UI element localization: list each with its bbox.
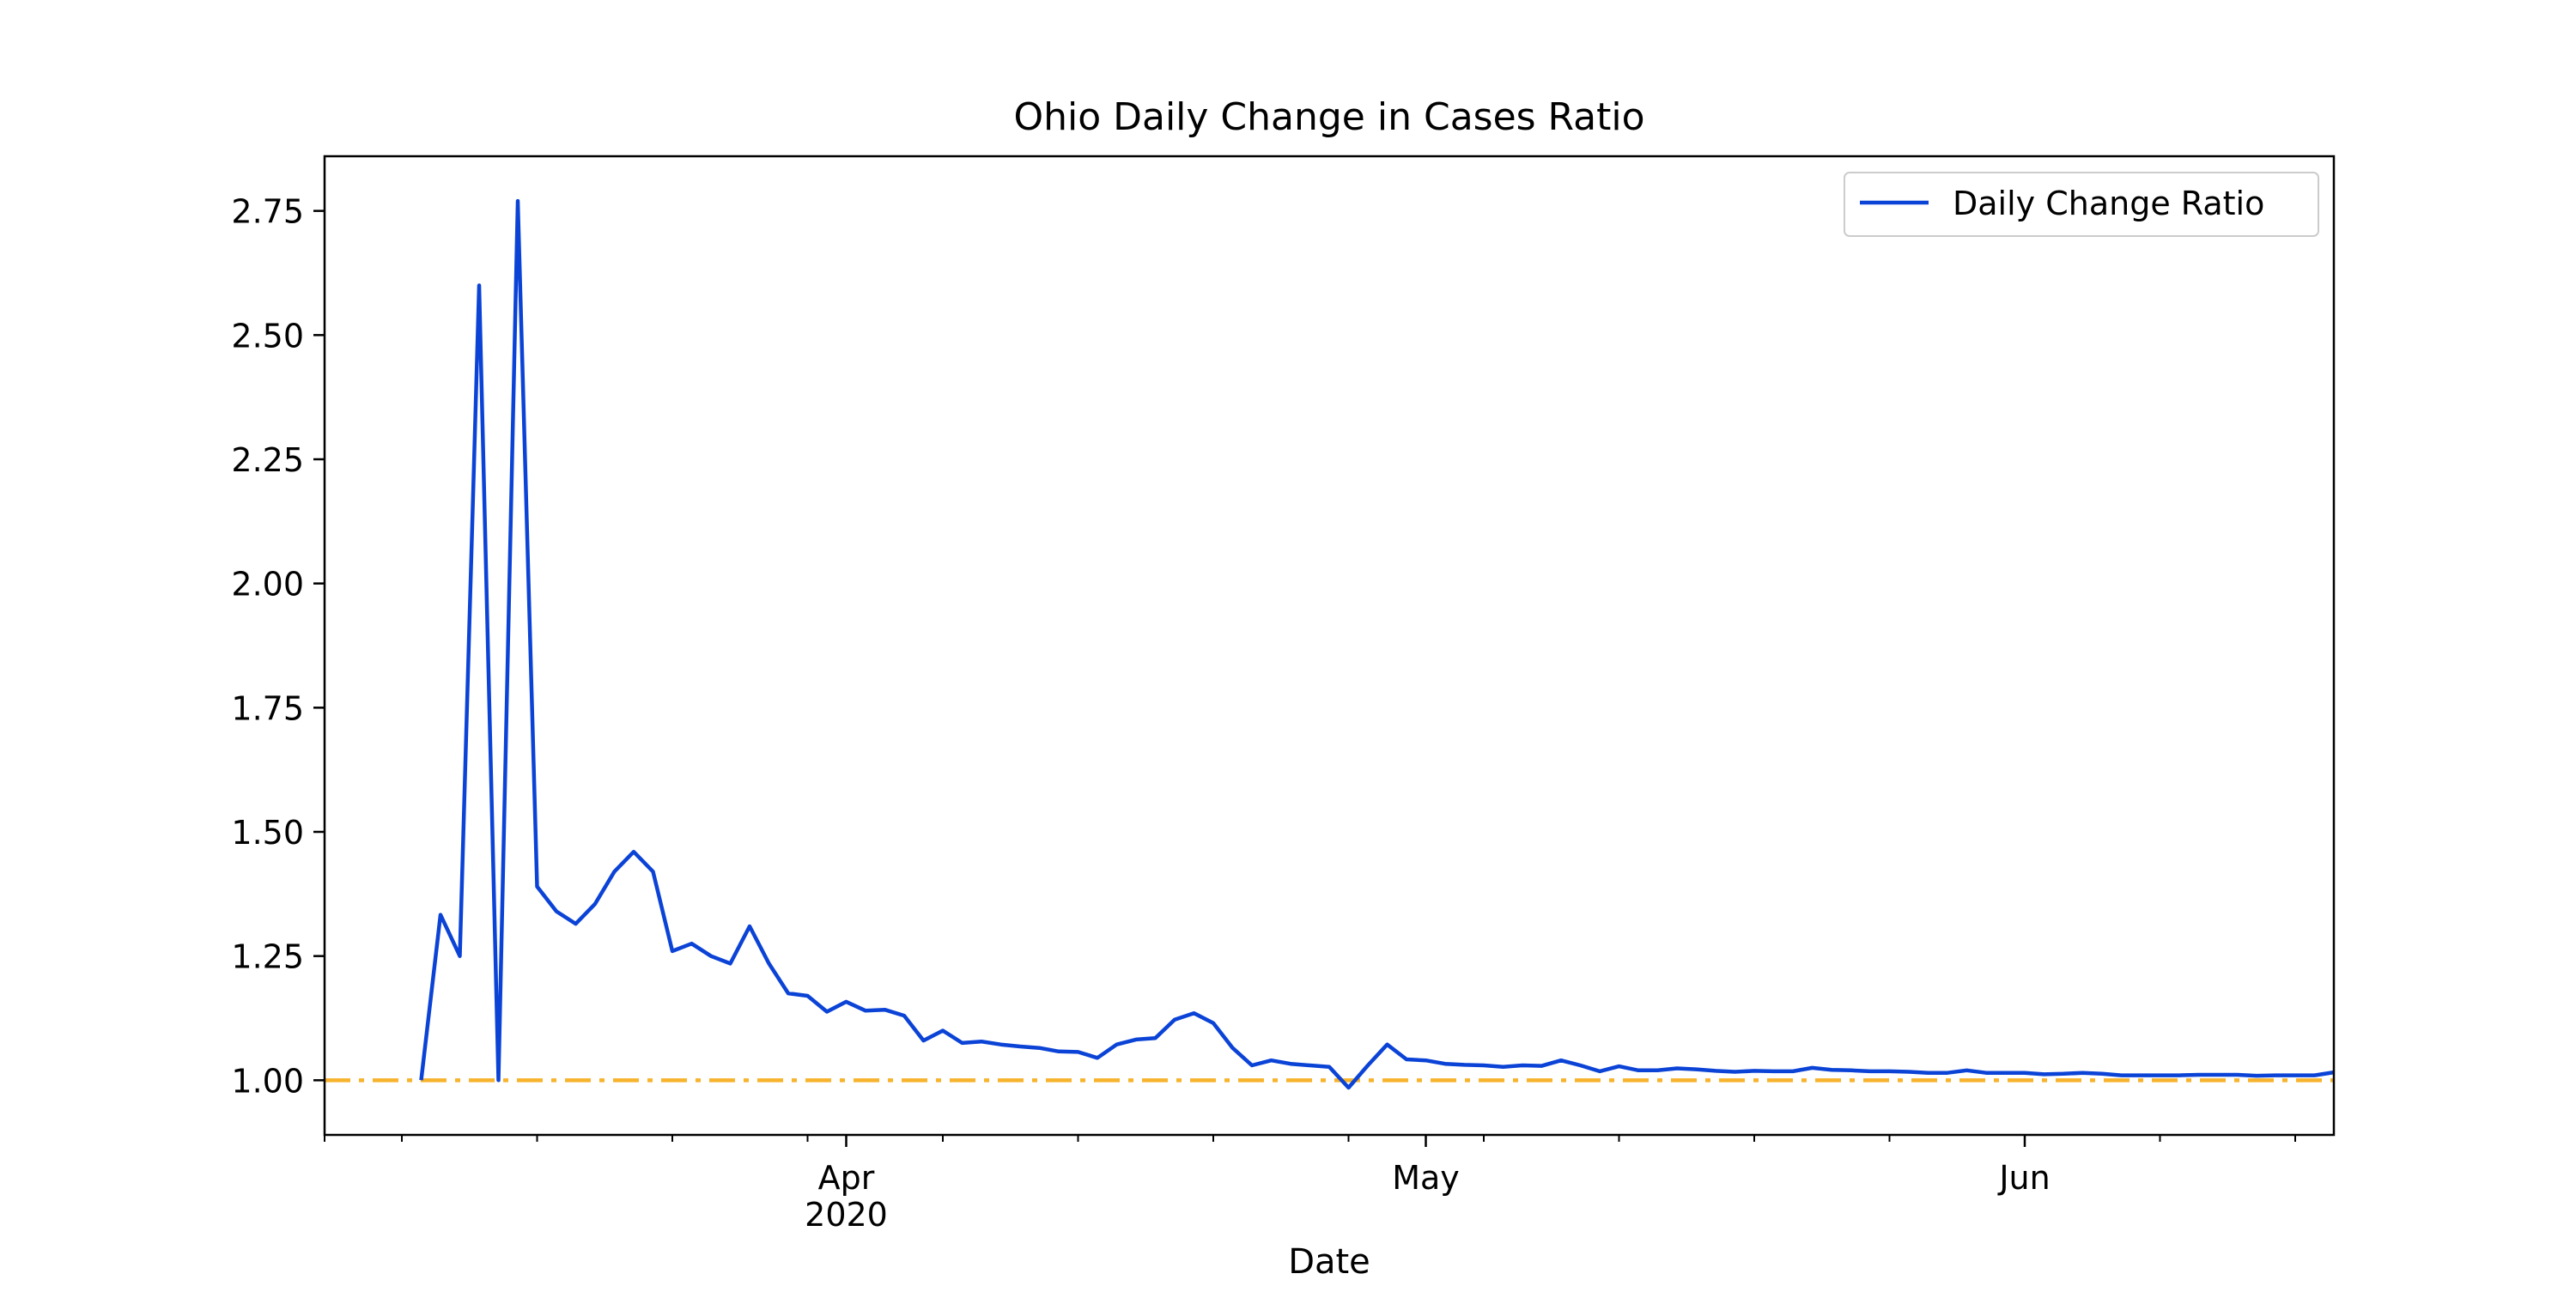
- plot-area: [325, 198, 2335, 1090]
- y-tick-label: 2.50: [231, 317, 304, 355]
- plot-frame: [323, 155, 2336, 1137]
- x-tick-label: Jun: [1997, 1159, 2050, 1197]
- y-tick-label: 1.50: [231, 814, 304, 852]
- legend-box: [1844, 172, 2319, 237]
- y-axis: 1.00 1.25 1.50 1.75 2.00 2.25 2.50 2.75: [231, 193, 325, 1100]
- x-axis-label: Date: [1288, 1242, 1370, 1282]
- y-tick-label: 2.25: [231, 441, 304, 479]
- y-tick-label: 1.25: [231, 938, 304, 976]
- chart-title: Ohio Daily Change in Cases Ratio: [1013, 95, 1644, 139]
- legend-label: Daily Change Ratio: [1953, 185, 2264, 222]
- y-tick-label: 2.75: [231, 193, 304, 231]
- x-tick-label: Apr: [818, 1159, 875, 1197]
- series-line: [419, 198, 2335, 1090]
- y-tick-label: 1.00: [231, 1062, 304, 1100]
- y-tick-label: 2.00: [231, 566, 304, 604]
- legend: Daily Change Ratio: [1844, 172, 2319, 237]
- x-tick-sublabel: 2020: [805, 1196, 888, 1234]
- y-tick-label: 1.75: [231, 689, 304, 727]
- x-tick-label: May: [1392, 1159, 1460, 1197]
